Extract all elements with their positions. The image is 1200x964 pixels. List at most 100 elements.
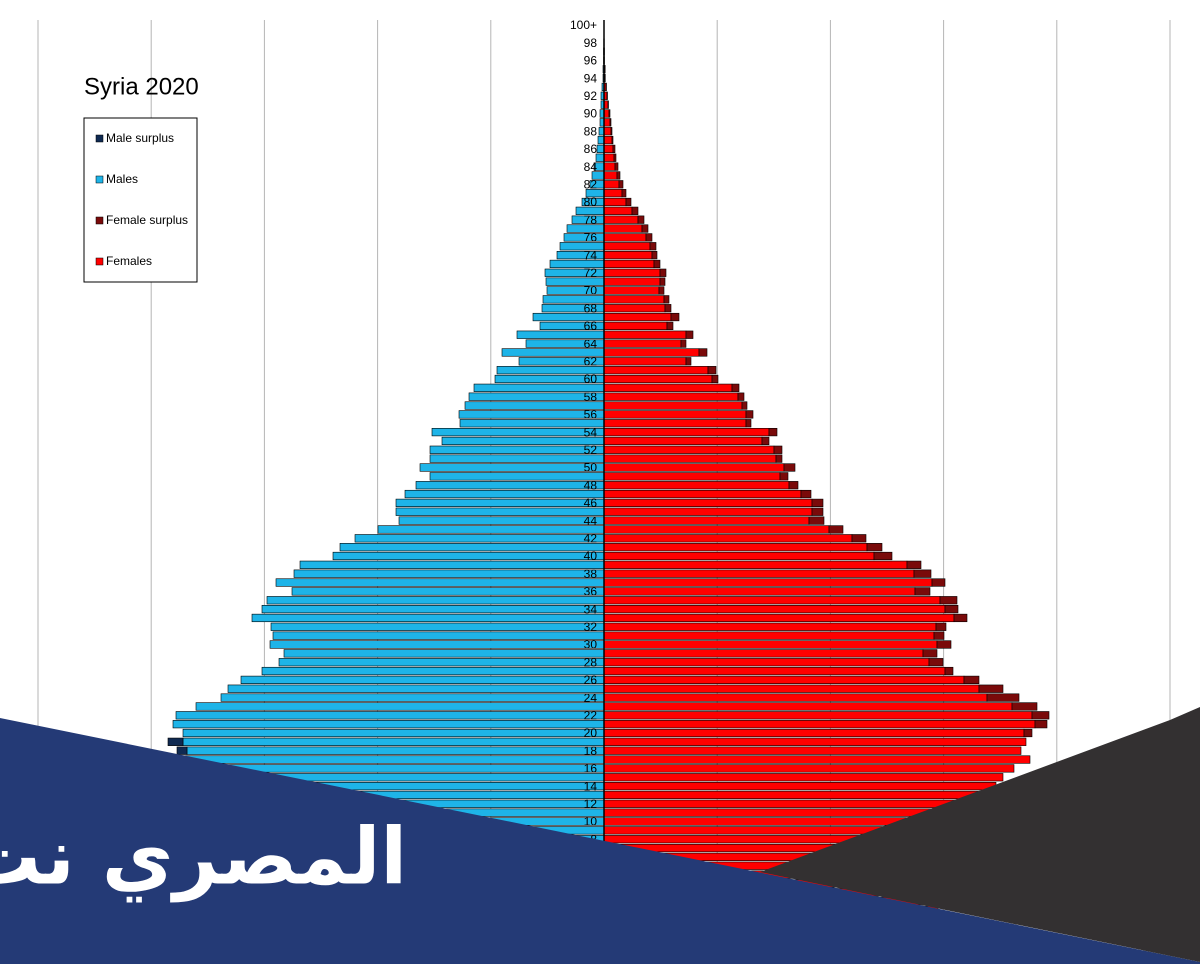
- female-surplus-bar: [939, 596, 958, 605]
- female-bar: [603, 728, 1025, 738]
- male-bar: [596, 144, 605, 154]
- age-label: 14: [584, 779, 598, 793]
- legend-label: Males: [106, 172, 138, 186]
- female-bar: [603, 419, 747, 428]
- male-bar: [185, 755, 605, 764]
- female-bar: [603, 268, 661, 277]
- female-bar: [603, 215, 639, 224]
- female-surplus-bar: [922, 649, 938, 658]
- age-label: 98: [584, 36, 598, 50]
- female-bar: [603, 649, 924, 658]
- female-surplus-bar: [612, 144, 616, 154]
- female-surplus-bar: [731, 383, 740, 392]
- female-surplus-bar: [768, 427, 778, 437]
- female-bar: [603, 436, 763, 446]
- female-surplus-bar: [670, 312, 680, 322]
- age-label: 92: [584, 89, 598, 103]
- female-bar: [603, 189, 623, 198]
- male-bar: [354, 534, 605, 543]
- female-bar: [603, 693, 988, 702]
- age-label: 12: [584, 797, 598, 811]
- age-label: 40: [584, 549, 598, 563]
- female-surplus-bar: [873, 551, 893, 561]
- male-bar: [377, 525, 605, 534]
- female-surplus-bar: [606, 91, 608, 100]
- female-surplus-bar: [1034, 720, 1048, 729]
- male-bar: [269, 640, 605, 649]
- age-label: 60: [584, 372, 598, 386]
- male-bar: [559, 242, 605, 251]
- female-bar: [603, 197, 627, 207]
- female-surplus-bar: [659, 268, 667, 277]
- female-bar: [603, 720, 1036, 729]
- male-surplus-bar: [167, 737, 184, 746]
- female-surplus-bar: [614, 162, 619, 171]
- female-surplus-bar: [608, 109, 611, 118]
- female-surplus-bar: [986, 693, 1020, 702]
- age-label: 42: [584, 531, 598, 545]
- female-bar: [603, 339, 682, 348]
- female-bar: [603, 127, 612, 136]
- female-bar: [603, 286, 660, 295]
- female-bar: [603, 755, 1031, 764]
- female-bar: [603, 357, 687, 366]
- male-bar: [186, 746, 605, 755]
- age-label: 94: [584, 71, 598, 85]
- male-bar: [458, 410, 605, 419]
- female-bar: [603, 684, 980, 693]
- female-surplus-bar: [779, 472, 789, 481]
- female-surplus-bar: [666, 321, 674, 331]
- male-bar: [275, 578, 605, 587]
- age-label: 32: [584, 620, 598, 634]
- age-label: 96: [584, 54, 598, 68]
- female-surplus-bar: [659, 277, 666, 286]
- male-bar: [278, 658, 605, 667]
- female-surplus-bar: [645, 233, 653, 242]
- female-bar: [603, 702, 1013, 711]
- female-bar: [603, 711, 1033, 720]
- female-bar: [603, 675, 965, 684]
- female-bar: [603, 277, 661, 286]
- female-bar: [603, 171, 618, 180]
- age-label: 72: [584, 266, 598, 280]
- female-bar: [603, 427, 770, 437]
- male-bar: [339, 543, 605, 552]
- watermark-band: [0, 718, 1200, 964]
- age-label: 26: [584, 673, 598, 687]
- female-bar: [603, 507, 813, 516]
- male-bar: [182, 728, 605, 738]
- male-surplus-bar: [176, 746, 188, 755]
- female-surplus-bar: [931, 578, 946, 587]
- female-surplus-bar: [1031, 711, 1050, 720]
- female-surplus-bar: [808, 516, 825, 525]
- male-bar: [332, 551, 605, 561]
- female-surplus-bar: [788, 481, 799, 490]
- age-label: 90: [584, 107, 598, 121]
- female-bar: [603, 330, 687, 339]
- female-surplus-bar: [745, 410, 754, 419]
- female-surplus-bar: [610, 127, 613, 136]
- female-bar: [603, 153, 615, 162]
- male-bar: [182, 737, 605, 746]
- female-surplus-bar: [649, 242, 657, 251]
- male-bar: [291, 587, 605, 596]
- female-surplus-bar: [811, 498, 824, 508]
- female-bar: [603, 799, 984, 808]
- female-surplus-bar: [944, 666, 954, 676]
- female-bar: [603, 640, 938, 649]
- male-bar: [195, 702, 605, 711]
- female-surplus-bar: [707, 366, 717, 375]
- female-surplus-bar: [783, 463, 796, 472]
- female-bar: [603, 489, 802, 499]
- female-surplus-bar: [618, 180, 624, 189]
- age-label: 70: [584, 284, 598, 298]
- male-bar: [429, 454, 605, 463]
- female-surplus-bar: [811, 507, 824, 516]
- female-bar: [603, 551, 875, 561]
- female-surplus-bar: [685, 330, 694, 339]
- age-label: 28: [584, 655, 598, 669]
- age-label: 10: [584, 815, 598, 829]
- female-bar: [603, 737, 1027, 746]
- female-bar: [603, 516, 810, 525]
- legend-swatch: [95, 175, 104, 184]
